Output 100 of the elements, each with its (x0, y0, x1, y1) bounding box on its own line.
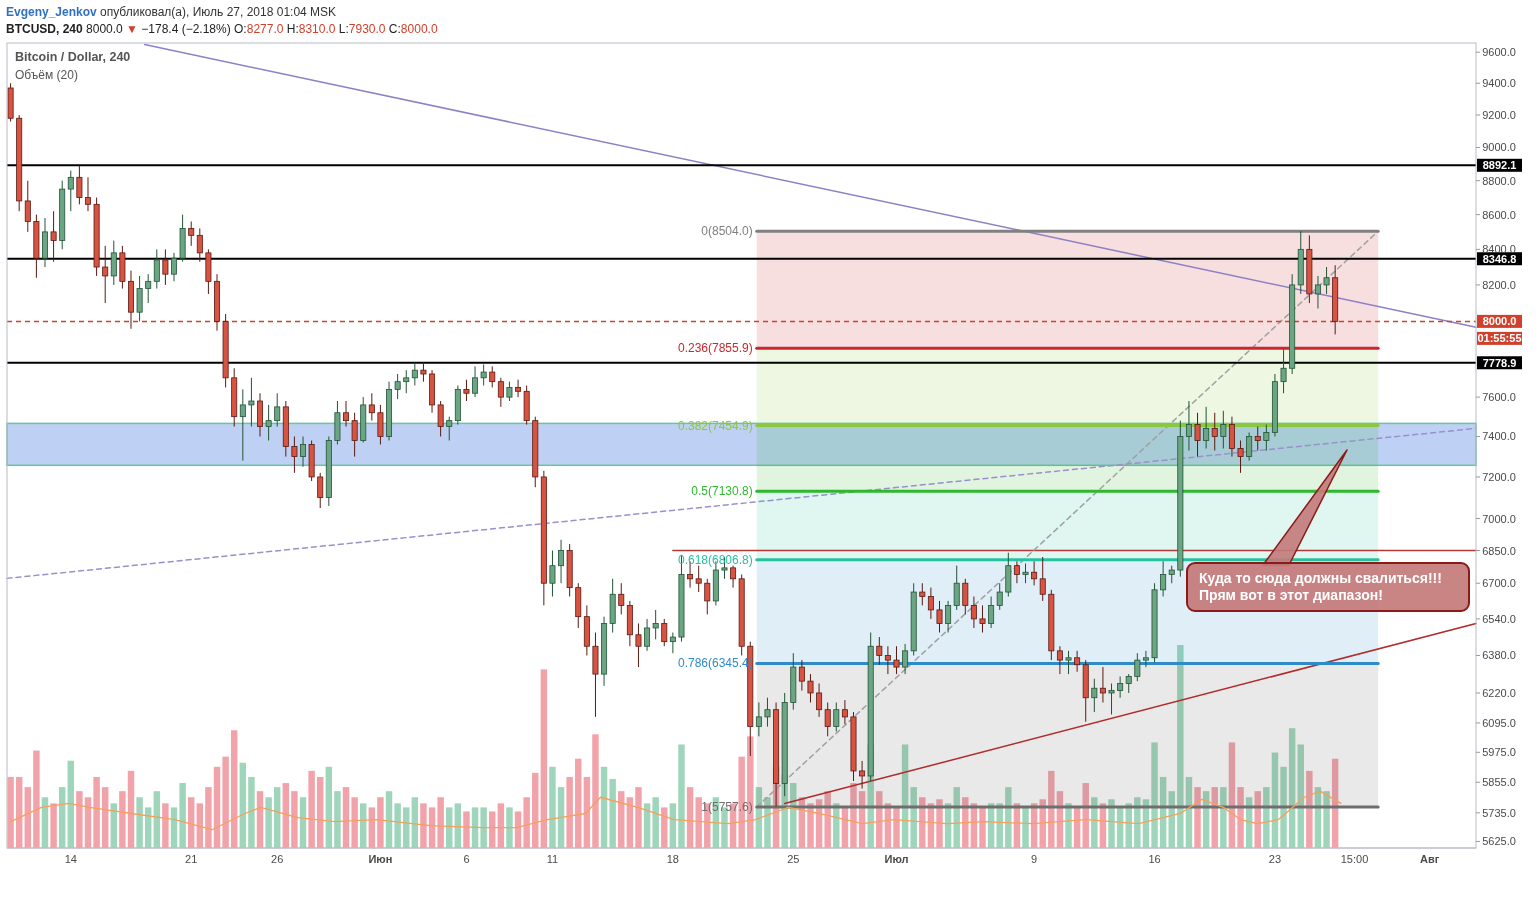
text: BTCUSD, 240 8000.0 ▼ −178.4 (−2.18%) O:8277.0 H:8310.0 L:7930.0 C:8000.0 (6, 22, 438, 36)
candlestick (1125, 673, 1132, 694)
candlestick (704, 578, 711, 615)
y-tick-label: 6220.0 (1482, 686, 1516, 699)
bar (480, 807, 487, 848)
candlestick (919, 582, 926, 606)
y-tick-label: 7400.0 (1482, 430, 1516, 443)
bar (162, 803, 169, 848)
bar (334, 791, 341, 848)
y-tick-label: 6095.0 (1482, 716, 1516, 729)
ref-line-label: 8892.1 (1482, 159, 1517, 172)
candlestick (807, 673, 814, 703)
candlestick (472, 365, 479, 398)
bar (575, 758, 582, 848)
bar (1177, 645, 1184, 848)
bar (540, 669, 548, 848)
bar (222, 756, 229, 848)
bar (566, 776, 573, 848)
candlestick (506, 381, 513, 402)
bar (7, 776, 14, 848)
candlestick (1065, 650, 1072, 675)
candlestick (755, 701, 762, 737)
x-tick-label: 23 (1268, 853, 1282, 865)
x-tick-label: 6 (463, 853, 470, 865)
bar (377, 797, 384, 848)
bar (652, 797, 659, 848)
bar (179, 783, 186, 848)
candlestick (936, 600, 943, 634)
bar (463, 811, 470, 848)
candlestick (859, 760, 866, 790)
ref-line-label: 7778.9 (1482, 356, 1517, 369)
ref-line-label: 8000.0 (1482, 315, 1517, 328)
bar (1108, 799, 1115, 848)
candlestick (1246, 432, 1253, 462)
x-tick-label: 26 (271, 853, 284, 865)
candlestick (824, 701, 831, 737)
candlestick (343, 400, 350, 428)
candlestick (463, 379, 470, 402)
bar (1237, 787, 1244, 848)
bar (325, 766, 333, 848)
candlestick (644, 618, 651, 652)
bar (67, 760, 75, 848)
bar (205, 787, 212, 848)
y-tick-label: 5735.0 (1482, 806, 1516, 819)
candlestick (274, 392, 281, 428)
candlestick (515, 379, 522, 398)
candlestick (1254, 426, 1261, 452)
bar (592, 734, 599, 848)
candlestick (1203, 406, 1210, 450)
bar (893, 807, 900, 848)
y-tick-label: 9000.0 (1482, 141, 1516, 154)
candlestick (988, 595, 995, 629)
candlestick (1228, 416, 1235, 458)
bar (686, 787, 694, 848)
candlestick (902, 643, 909, 675)
bar (239, 762, 247, 848)
bar (76, 791, 83, 848)
bar (1048, 770, 1055, 848)
candlestick (110, 240, 117, 286)
candlestick (1237, 439, 1244, 474)
bar (635, 787, 642, 848)
candlestick (764, 697, 771, 728)
candlestick (996, 582, 1003, 611)
candlestick (558, 539, 565, 584)
bar (506, 807, 513, 848)
bar (1194, 787, 1201, 848)
bar (15, 776, 23, 848)
candlestick (876, 636, 883, 666)
bar (497, 803, 505, 848)
bar (265, 797, 272, 848)
candlestick (497, 377, 504, 408)
series-label: 0.382(7454.9) (678, 418, 753, 433)
annotation: Куда то сюда должны свалиться!!! Прям вот в этот диапазон! (1199, 570, 1442, 603)
candlestick (1185, 400, 1192, 452)
candlestick (67, 170, 74, 212)
bar (678, 744, 685, 848)
candlestick (248, 377, 255, 428)
bar (1306, 770, 1313, 848)
bar (1091, 797, 1098, 848)
bar (962, 797, 969, 848)
bar (557, 787, 565, 848)
candlestick (1056, 645, 1063, 675)
candlestick (171, 252, 177, 282)
candlestick (480, 363, 487, 387)
chart-title: Объём (20) (15, 68, 78, 82)
candlestick (1263, 424, 1270, 452)
series-label: 0.236(7855.9) (678, 341, 753, 356)
candlestick (196, 227, 203, 263)
y-tick-label: 8800.0 (1482, 174, 1516, 187)
candlestick (635, 622, 642, 668)
bar (213, 766, 221, 848)
series-label: 0.5(7130.8) (691, 484, 753, 499)
bar (420, 803, 427, 848)
bar (273, 787, 281, 848)
bar (695, 797, 702, 848)
y-tick-label: 5625.0 (1482, 835, 1516, 848)
candlestick (893, 645, 900, 675)
bar (979, 807, 986, 848)
candlestick (1134, 652, 1141, 682)
bar (910, 787, 917, 848)
